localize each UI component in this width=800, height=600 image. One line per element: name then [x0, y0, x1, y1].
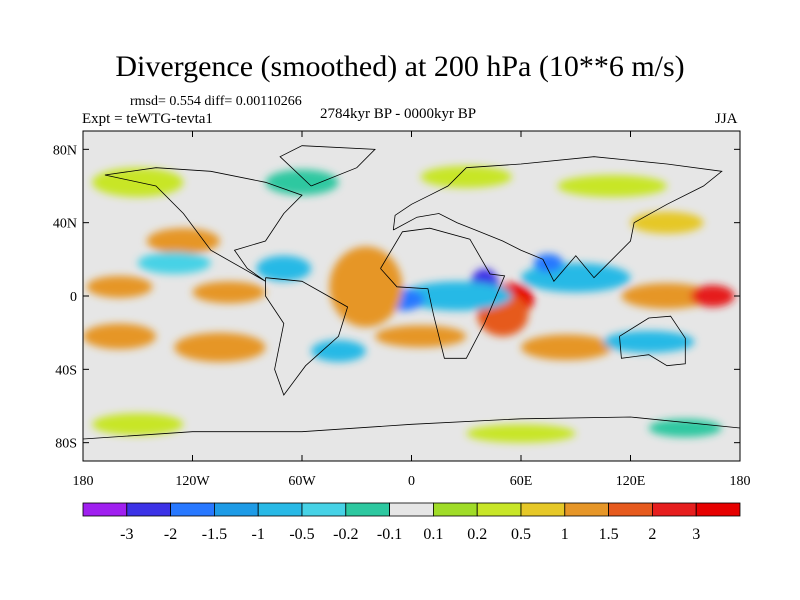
colorbar-box-10 — [520, 502, 566, 517]
colorbar-label: -3 — [120, 526, 133, 543]
period-label: 2784kyr BP - 0000kyr BP — [320, 106, 477, 122]
y-tick-label: 80N — [53, 143, 77, 158]
anomaly-blob-13 — [256, 255, 312, 282]
colorbar-box-9 — [476, 502, 522, 517]
anomaly-blob-7 — [621, 283, 713, 309]
colorbar-label: 3 — [692, 526, 700, 543]
colorbar-box-5 — [301, 502, 347, 517]
anomaly-blob-12 — [146, 228, 220, 254]
colorbar-label: 0.1 — [423, 526, 443, 543]
anomaly-blob-14 — [137, 252, 211, 274]
coastlines — [83, 145, 740, 440]
colorbar-box-12 — [608, 502, 653, 517]
x-tick-label: 60E — [510, 474, 533, 489]
colorbar-label: -0.2 — [333, 526, 358, 543]
colorbar-label: -1 — [252, 526, 265, 543]
colorbar-box-14 — [695, 502, 741, 517]
colorbar-label: 0.2 — [467, 526, 487, 543]
colorbar-label: -0.1 — [377, 526, 402, 543]
y-tick-label: 40N — [53, 217, 77, 232]
colorbar: -3 -2 -1.5 -1 -0.5 -0.2 -0.1 0.1 0.2 0.5 1 1.5 2 3 — [82, 502, 741, 543]
coastline-6 — [83, 416, 740, 440]
colorbar-label: -2 — [164, 526, 177, 543]
x-tick-label: 120W — [175, 474, 210, 489]
colorbar-label: -0.5 — [289, 526, 314, 543]
x-tick-label: 120E — [616, 474, 646, 489]
coastline-1 — [265, 277, 349, 396]
colorbar-box-13 — [652, 502, 697, 517]
colorbar-box-6 — [345, 502, 390, 517]
season-label: JJA — [715, 111, 738, 127]
colorbar-label: 1 — [561, 526, 569, 543]
anomaly-blob-26 — [92, 413, 184, 436]
anomaly-blob-3 — [402, 281, 512, 311]
anomaly-blob-18 — [521, 334, 613, 361]
x-tick-label: 180 — [73, 474, 94, 489]
coastline-2 — [380, 227, 506, 359]
colorbar-box-2 — [170, 502, 215, 517]
anomaly-blob-24 — [557, 175, 667, 197]
anomaly-blob-15 — [83, 323, 156, 350]
experiment-label: Expt = teWTG-tevta1 — [82, 111, 213, 127]
y-tick-label: 80S — [55, 437, 77, 452]
colorbar-label: 2 — [648, 526, 656, 543]
colorbar-box-0 — [82, 502, 128, 517]
x-tick-label: 0 — [408, 474, 415, 489]
chart-title: Divergence (smoothed) at 200 hPa (10**6 … — [115, 50, 685, 83]
anomaly-blob-8 — [690, 285, 735, 307]
colorbar-box-7 — [389, 502, 434, 517]
coastline-0 — [104, 167, 303, 282]
colorbar-box-8 — [432, 502, 478, 517]
x-tick-label: 180 — [730, 474, 751, 489]
colorbar-box-11 — [564, 502, 609, 517]
colorbar-label: 1.5 — [599, 526, 619, 543]
coastline-5 — [279, 145, 376, 187]
anomaly-blob-17 — [375, 325, 467, 348]
map-area — [83, 131, 740, 461]
anomaly-blob-22 — [265, 169, 339, 196]
colorbar-box-3 — [213, 502, 259, 517]
coastline-3 — [392, 156, 723, 283]
anomaly-blob-19 — [603, 330, 695, 353]
stats-text: rmsd= 0.554 diff= 0.00110266 — [130, 94, 302, 109]
anomaly-blob-23 — [420, 165, 512, 188]
colorbar-box-1 — [126, 502, 172, 517]
anomaly-blob-28 — [648, 418, 722, 438]
coastline-4 — [619, 315, 686, 367]
anomaly-blob-10 — [86, 275, 153, 298]
anomaly-blob-20 — [311, 340, 366, 362]
colorbar-label: -1.5 — [202, 526, 227, 543]
anomaly-blob-11 — [192, 281, 266, 304]
anomaly-blob-16 — [174, 332, 266, 363]
colorbar-box-4 — [257, 502, 303, 517]
anomaly-blob-25 — [630, 211, 704, 234]
anomaly-blob-9 — [329, 246, 403, 328]
x-tick-label: 60W — [288, 474, 316, 489]
colorbar-label: 0.5 — [511, 526, 531, 543]
y-tick-label: 0 — [70, 290, 77, 305]
anomaly-blob-27 — [466, 424, 576, 443]
axes: 80N 40N 0 40S 80S 180 120W 60W 0 60E 120E 180 — [53, 130, 751, 489]
y-tick-label: 40S — [55, 363, 77, 378]
